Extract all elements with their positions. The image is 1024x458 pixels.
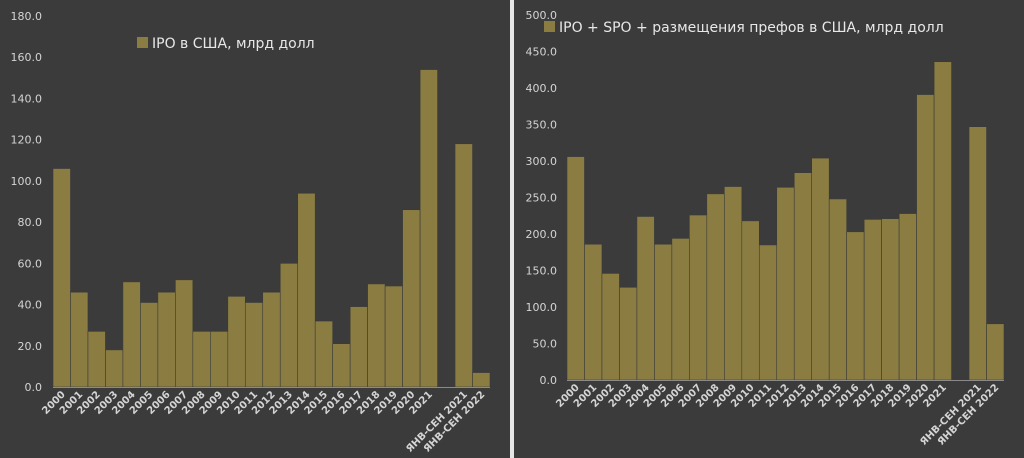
bar: [828, 198, 847, 381]
bar: [87, 331, 106, 388]
bar: [210, 331, 229, 388]
y-tick-label: 80.0: [18, 216, 43, 229]
bar: [314, 320, 333, 388]
bar: [758, 244, 778, 381]
y-tick-label: 50.0: [533, 338, 558, 351]
chart-panel-ipo-spo-pref: 0.0 50.0 100.0 150.0 200.0 250.0 300.0 350.0 400…: [514, 0, 1024, 458]
bar: [157, 291, 176, 388]
bar: [741, 220, 760, 381]
y-tick-label: 20.0: [18, 340, 43, 353]
bar: [636, 216, 655, 381]
bar: [297, 192, 316, 388]
chart-panel-ipo: 0.0 20.0 40.0 60.0 80.0 100.0 120.0 140.0 160.0 1…: [0, 0, 510, 458]
bar: [933, 61, 952, 381]
bar: [419, 69, 438, 388]
bar: [654, 243, 673, 381]
bar: [472, 372, 491, 388]
bar: [706, 193, 725, 381]
y-tick-label: 350.0: [526, 119, 558, 132]
bar: [689, 214, 708, 381]
y-tick-label: 300.0: [526, 155, 558, 168]
bar: [402, 209, 421, 388]
bar: [454, 143, 473, 388]
bar: [793, 172, 813, 381]
ipo-bar-chart: 0.0 20.0 40.0 60.0 80.0 100.0 120.0 140.0 160.0 1…: [11, 10, 491, 455]
y-tick-label: 160.0: [11, 51, 43, 64]
bar: [349, 306, 368, 388]
y-tick-label: 120.0: [11, 134, 43, 147]
bar: [619, 286, 638, 381]
bar: [671, 238, 690, 381]
legend-label: IPO + SPO + размещения префов в США, млр…: [559, 20, 944, 36]
bar: [916, 94, 935, 381]
bar: [566, 156, 585, 381]
y-tick-label: 60.0: [18, 257, 43, 270]
y-tick-label: 180.0: [11, 10, 43, 23]
y-tick-label: 450.0: [526, 46, 558, 59]
bar: [262, 291, 281, 388]
bar: [140, 302, 159, 388]
legend-swatch: [544, 21, 555, 32]
ipo-spo-pref-bar-chart: 0.0 50.0 100.0 150.0 200.0 250.0 300.0 350.0 400…: [526, 9, 1005, 448]
panel-divider: [510, 0, 514, 458]
bar: [584, 243, 603, 381]
bar: [227, 296, 246, 388]
y-tick-label: 140.0: [11, 92, 43, 105]
bar: [122, 281, 141, 388]
legend-label: IPO в США, млрд долл: [152, 36, 315, 52]
y-tick-label: 0.0: [25, 381, 43, 394]
y-tick-label: 0.0: [540, 374, 558, 387]
bar: [811, 157, 830, 381]
bar: [968, 126, 987, 381]
bar: [279, 263, 299, 388]
y-tick-label: 250.0: [526, 192, 558, 205]
bar: [384, 285, 403, 388]
y-tick-label: 200.0: [526, 228, 558, 241]
bar: [192, 331, 211, 388]
y-tick-label: 500.0: [526, 9, 558, 22]
bar: [724, 186, 743, 381]
bar: [244, 302, 264, 388]
bar: [898, 213, 917, 381]
y-tick-label: 150.0: [526, 265, 558, 278]
bar: [52, 168, 71, 388]
bar: [881, 218, 900, 381]
y-tick-label: 100.0: [11, 175, 43, 188]
legend-swatch: [137, 37, 148, 48]
bar: [601, 273, 620, 381]
bar: [986, 323, 1005, 381]
y-tick-label: 400.0: [526, 82, 558, 95]
bar: [776, 186, 795, 381]
bar: [367, 283, 386, 388]
bar: [846, 231, 865, 381]
y-tick-label: 100.0: [526, 301, 558, 314]
bar: [332, 343, 351, 388]
bar: [863, 219, 882, 381]
bar: [175, 279, 194, 388]
bar: [105, 349, 124, 388]
bar: [70, 291, 89, 388]
y-tick-label: 40.0: [18, 299, 43, 312]
